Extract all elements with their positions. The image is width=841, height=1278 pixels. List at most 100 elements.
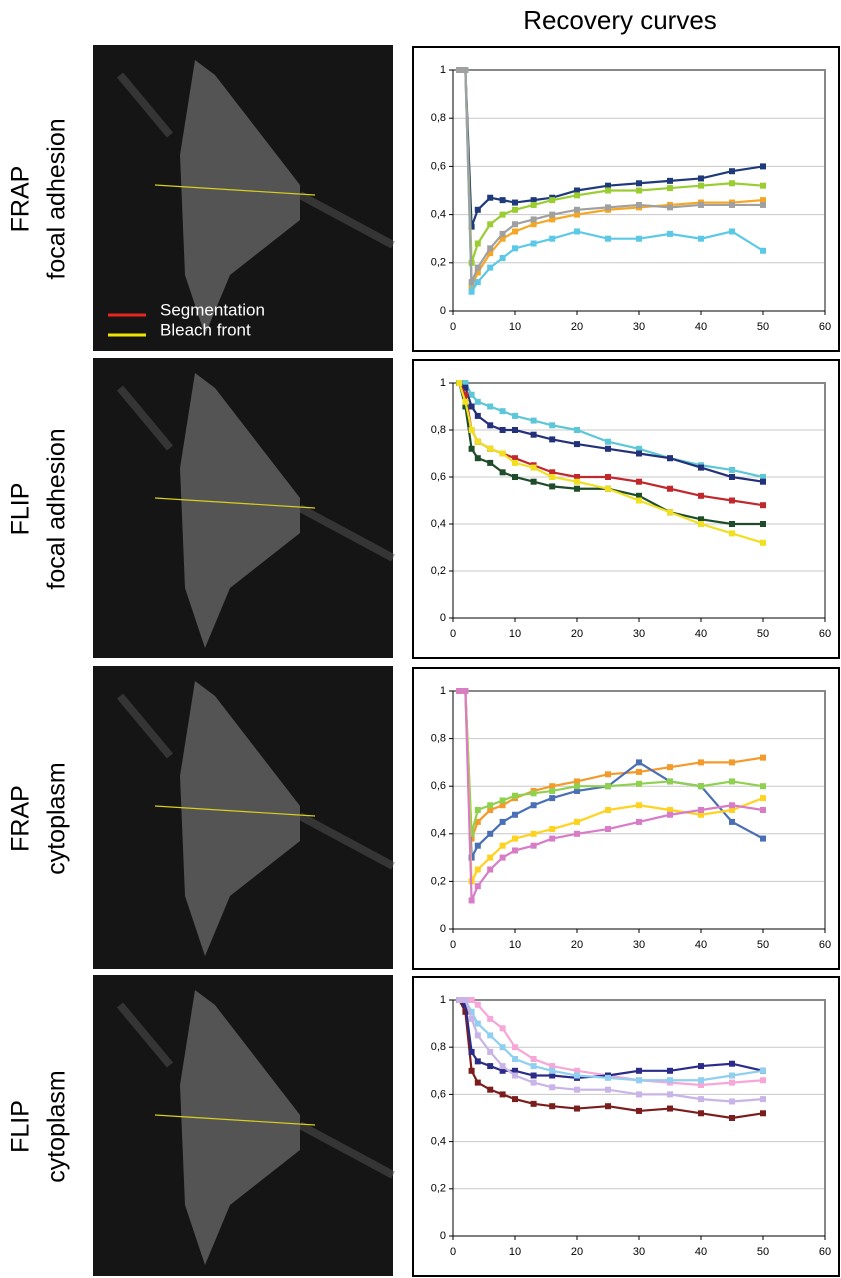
point bbox=[530, 1063, 537, 1070]
point bbox=[487, 854, 494, 861]
y-tick-label: 0,2 bbox=[431, 257, 446, 269]
point bbox=[574, 206, 580, 213]
point bbox=[549, 422, 556, 429]
point bbox=[487, 1015, 494, 1022]
point bbox=[549, 1072, 556, 1079]
point bbox=[636, 180, 642, 187]
point bbox=[667, 811, 673, 818]
y-tick-label: 0,4 bbox=[431, 828, 446, 840]
x-tick-label: 20 bbox=[571, 1246, 583, 1258]
cell-edge bbox=[116, 72, 395, 249]
y-tick-label: 0,4 bbox=[431, 1136, 446, 1148]
point bbox=[512, 459, 518, 466]
point bbox=[462, 391, 469, 398]
point bbox=[499, 197, 506, 204]
point bbox=[549, 795, 556, 802]
point bbox=[474, 1001, 481, 1008]
row-label: focal adhesion bbox=[43, 118, 71, 279]
point bbox=[487, 245, 494, 252]
point bbox=[605, 187, 611, 194]
x-tick-label: 20 bbox=[571, 939, 583, 951]
point bbox=[760, 1067, 766, 1074]
point bbox=[636, 1077, 642, 1084]
point bbox=[729, 802, 735, 809]
point bbox=[667, 807, 673, 813]
x-tick-label: 30 bbox=[633, 1246, 645, 1258]
point bbox=[760, 539, 766, 546]
y-tick-label: 0,2 bbox=[431, 875, 446, 887]
point bbox=[760, 474, 766, 480]
point bbox=[549, 211, 556, 218]
point bbox=[512, 835, 518, 842]
point bbox=[487, 445, 494, 452]
point bbox=[499, 1067, 506, 1074]
point bbox=[574, 228, 580, 235]
point bbox=[636, 492, 642, 499]
point bbox=[667, 778, 673, 785]
point bbox=[698, 182, 704, 189]
point bbox=[605, 771, 611, 778]
point bbox=[636, 1091, 642, 1098]
point bbox=[698, 1081, 704, 1088]
point bbox=[499, 450, 506, 457]
point bbox=[636, 478, 642, 485]
point bbox=[549, 826, 556, 833]
point bbox=[574, 787, 580, 794]
x-tick-label: 0 bbox=[450, 1246, 456, 1258]
point bbox=[530, 197, 537, 204]
x-tick-label: 20 bbox=[571, 628, 583, 640]
point bbox=[474, 866, 481, 873]
point bbox=[530, 464, 537, 471]
point bbox=[499, 469, 506, 476]
series-line bbox=[459, 689, 764, 835]
point bbox=[549, 235, 556, 242]
point bbox=[487, 250, 494, 257]
row-label: cytoplasm bbox=[43, 1070, 71, 1183]
y-tick-label: 0,4 bbox=[431, 518, 446, 530]
point bbox=[530, 240, 537, 247]
point bbox=[698, 1110, 704, 1117]
point bbox=[530, 1056, 537, 1062]
x-tick-label: 40 bbox=[695, 939, 707, 951]
point bbox=[729, 474, 735, 480]
point bbox=[760, 783, 766, 790]
point bbox=[605, 445, 611, 452]
y-tick-label: 0,4 bbox=[431, 209, 446, 221]
point bbox=[667, 1091, 673, 1098]
point bbox=[549, 1084, 556, 1091]
y-tick-label: 0,8 bbox=[431, 424, 446, 436]
point bbox=[499, 797, 506, 804]
y-tick-label: 0,6 bbox=[431, 160, 446, 172]
cell bbox=[180, 990, 300, 1265]
point bbox=[729, 1079, 735, 1086]
series-line bbox=[458, 999, 764, 1120]
point bbox=[698, 759, 704, 766]
point bbox=[667, 204, 673, 211]
series-line bbox=[459, 689, 764, 901]
series-line bbox=[458, 382, 764, 483]
point bbox=[549, 1067, 556, 1074]
x-tick-label: 50 bbox=[757, 1246, 769, 1258]
cell bbox=[180, 60, 300, 335]
point bbox=[760, 1096, 766, 1103]
series-line bbox=[458, 382, 764, 544]
point bbox=[499, 1091, 506, 1098]
point bbox=[468, 288, 475, 295]
point bbox=[698, 464, 704, 471]
point bbox=[729, 759, 735, 766]
chart-frame bbox=[412, 976, 840, 1277]
point bbox=[574, 778, 580, 785]
point bbox=[667, 509, 673, 516]
x-tick-label: 60 bbox=[819, 628, 831, 640]
point bbox=[499, 1063, 506, 1070]
point bbox=[530, 1100, 537, 1107]
plot-border bbox=[453, 999, 826, 1236]
point bbox=[512, 811, 518, 818]
point bbox=[605, 807, 611, 813]
row-label: FRAP bbox=[7, 166, 35, 233]
point bbox=[474, 264, 481, 271]
series-line bbox=[459, 68, 763, 283]
x-tick-label: 60 bbox=[819, 1246, 831, 1258]
point bbox=[487, 1063, 494, 1070]
